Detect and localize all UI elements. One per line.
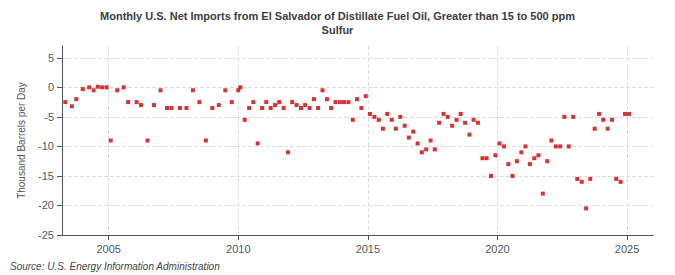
- svg-text:2025: 2025: [615, 243, 639, 255]
- svg-text:2020: 2020: [485, 243, 509, 255]
- svg-text:0: 0: [48, 81, 54, 93]
- svg-text:5: 5: [48, 52, 54, 64]
- svg-text:-15: -15: [38, 170, 54, 182]
- svg-text:-20: -20: [38, 199, 54, 211]
- svg-text:2005: 2005: [96, 243, 120, 255]
- svg-text:Source: U.S. Energy Informatio: Source: U.S. Energy Information Administ…: [10, 261, 220, 272]
- svg-text:-25: -25: [38, 229, 54, 241]
- svg-text:-10: -10: [38, 140, 54, 152]
- svg-text:-5: -5: [44, 111, 54, 123]
- svg-text:2015: 2015: [356, 243, 380, 255]
- svg-text:Thousand Barrels per Day: Thousand Barrels per Day: [16, 82, 27, 199]
- svg-text:2010: 2010: [226, 243, 250, 255]
- svg-text:Sulfur: Sulfur: [322, 24, 354, 36]
- svg-text:Monthly U.S. Net Imports from: Monthly U.S. Net Imports from El Salvado…: [100, 10, 575, 22]
